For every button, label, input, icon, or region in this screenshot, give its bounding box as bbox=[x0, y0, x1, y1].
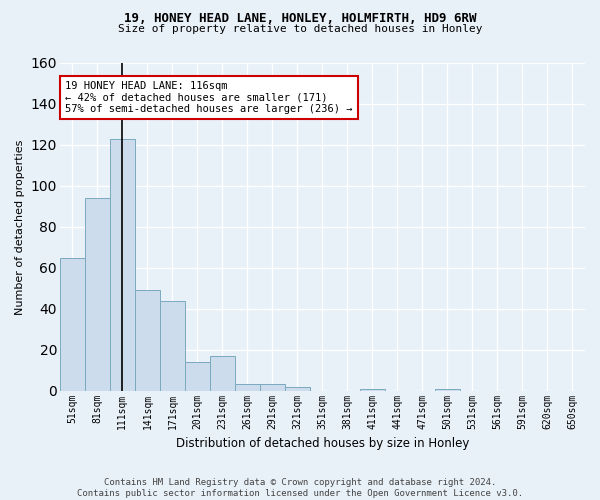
Bar bbox=[435, 388, 460, 390]
Text: Size of property relative to detached houses in Honley: Size of property relative to detached ho… bbox=[118, 24, 482, 34]
Text: 19, HONEY HEAD LANE, HONLEY, HOLMFIRTH, HD9 6RW: 19, HONEY HEAD LANE, HONLEY, HOLMFIRTH, … bbox=[124, 12, 476, 26]
Bar bbox=[285, 386, 310, 390]
Y-axis label: Number of detached properties: Number of detached properties bbox=[15, 139, 25, 314]
Text: Contains HM Land Registry data © Crown copyright and database right 2024.
Contai: Contains HM Land Registry data © Crown c… bbox=[77, 478, 523, 498]
Bar bbox=[135, 290, 160, 390]
Bar bbox=[160, 300, 185, 390]
Text: 19 HONEY HEAD LANE: 116sqm
← 42% of detached houses are smaller (171)
57% of sem: 19 HONEY HEAD LANE: 116sqm ← 42% of deta… bbox=[65, 81, 353, 114]
Bar bbox=[60, 258, 85, 390]
X-axis label: Distribution of detached houses by size in Honley: Distribution of detached houses by size … bbox=[176, 437, 469, 450]
Bar bbox=[260, 384, 285, 390]
Bar bbox=[360, 388, 385, 390]
Bar bbox=[210, 356, 235, 390]
Bar bbox=[110, 139, 135, 390]
Bar bbox=[235, 384, 260, 390]
Bar bbox=[85, 198, 110, 390]
Bar bbox=[185, 362, 210, 390]
